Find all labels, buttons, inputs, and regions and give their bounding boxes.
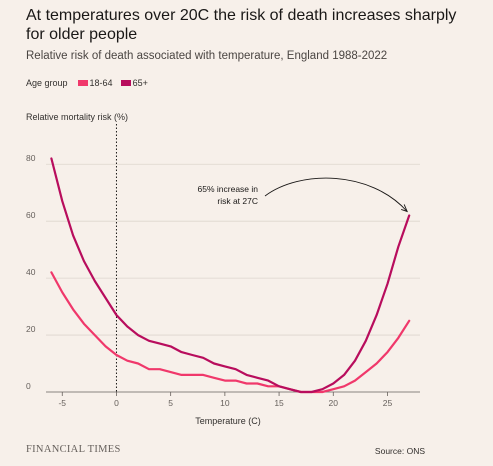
x-tick-label: -5 (58, 398, 66, 408)
legend-item-18-64: 18-64 (77, 78, 113, 88)
series-line-18-64 (50, 271, 411, 394)
y-tick-label: 40 (26, 267, 36, 277)
x-tick-label: 15 (274, 398, 284, 408)
x-tick-label: 25 (383, 398, 393, 408)
x-tick-label: 5 (168, 398, 173, 408)
y-tick-label: 60 (26, 210, 36, 220)
annotation-group: 65% increase in risk at 27C (198, 177, 408, 213)
chart-subtitle: Relative risk of death associated with t… (26, 50, 388, 62)
series-line-65-plus (50, 157, 411, 394)
y-tick-label: 0 (26, 381, 31, 391)
y-axis-label: Relative mortality risk (%) (26, 112, 129, 122)
x-tick-label: 0 (114, 398, 119, 408)
legend-label-65-plus: 65+ (132, 78, 148, 88)
brand-footer: FINANCIAL TIMES (26, 444, 121, 455)
chart-title: At temperatures over 20C the risk of dea… (26, 7, 457, 43)
legend: Age group 18-64 65+ (26, 78, 152, 88)
legend-label-18-64: 18-64 (89, 78, 113, 88)
annotation-text-line2: risk at 27C (217, 196, 258, 206)
legend-swatch-65-plus (120, 80, 131, 86)
y-tick-label: 20 (26, 324, 36, 334)
x-axis-label: Temperature (C) (195, 416, 261, 426)
legend-title: Age group (26, 78, 68, 88)
annotation-text-line1: 65% increase in (198, 184, 259, 194)
legend-swatch-18-64 (77, 80, 88, 86)
axis-ticks: 0 20 40 60 80 -5 0 5 10 15 20 25 (26, 153, 392, 408)
x-tick-label: 20 (329, 398, 339, 408)
y-tick-label: 80 (26, 153, 36, 163)
gridlines (46, 163, 420, 393)
legend-item-65-plus: 65+ (120, 78, 148, 88)
series-lines (50, 157, 411, 394)
source-note: Source: ONS (374, 446, 425, 456)
annotation-arrow (264, 177, 408, 212)
x-tick-label: 10 (220, 398, 230, 408)
annotation-arrowhead (401, 204, 408, 213)
